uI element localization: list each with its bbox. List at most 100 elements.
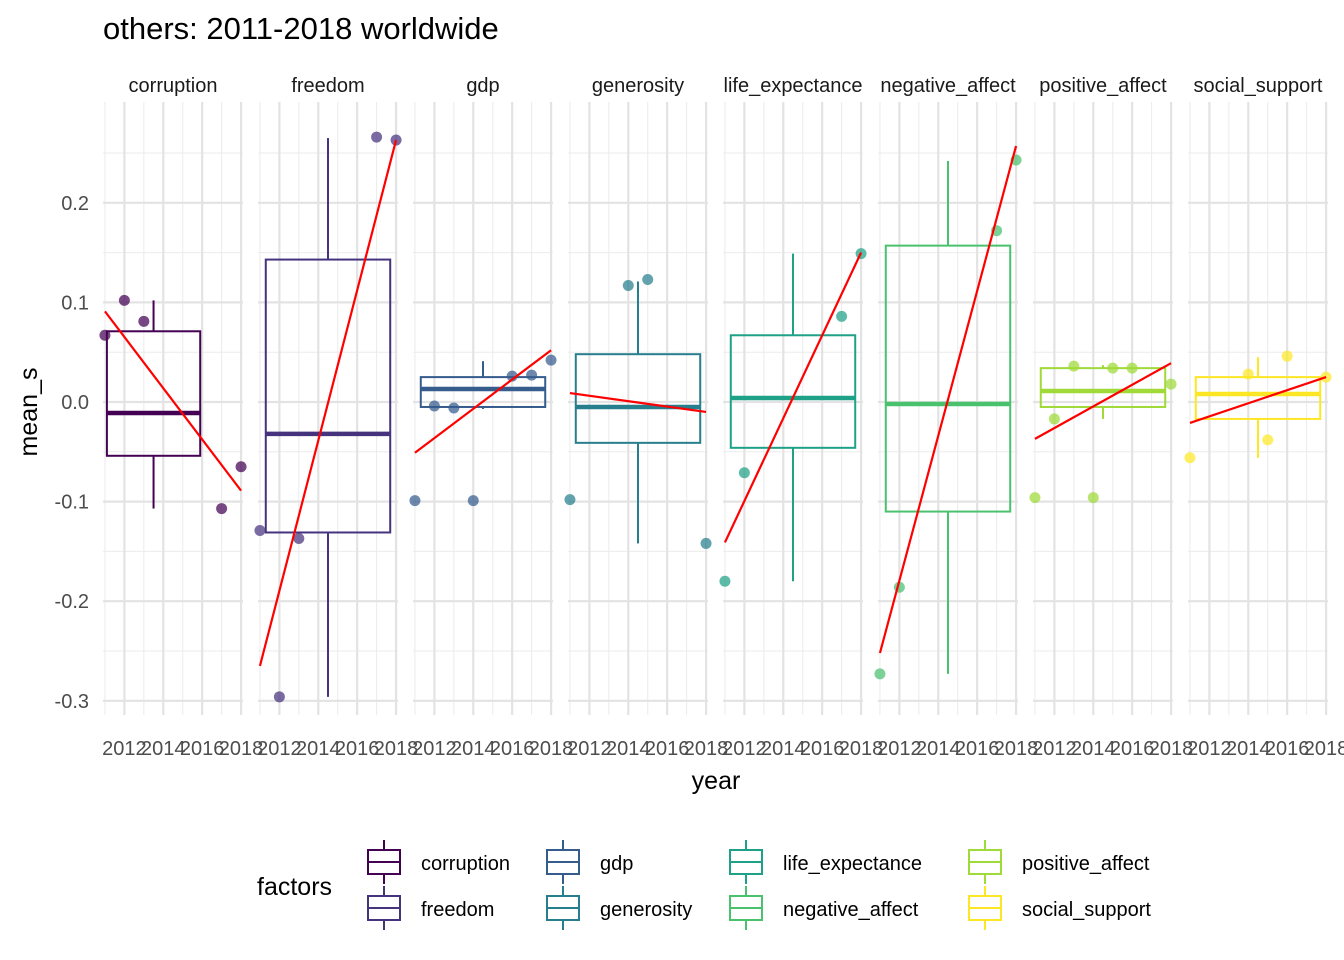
data-point (719, 575, 731, 587)
legend-item-corruption: corruption (367, 840, 510, 884)
data-point (1029, 492, 1041, 504)
strip-label: freedom (291, 75, 364, 97)
x-tick-label: 2016 (1265, 738, 1310, 760)
x-tick-label: 2018 (1304, 738, 1344, 760)
x-tick-label: 2014 (606, 738, 651, 760)
x-tick-label: 2012 (1187, 738, 1232, 760)
data-point (235, 461, 247, 473)
trend-line (104, 310, 242, 492)
data-point (622, 279, 634, 291)
box-body (574, 353, 702, 444)
x-tick-label: 2016 (645, 738, 690, 760)
data-point (409, 495, 421, 507)
data-point (216, 503, 228, 515)
x-axis-title: year (692, 767, 741, 795)
trend-line (258, 139, 398, 667)
legend-label: negative_affect (783, 899, 919, 921)
x-tick-label: 2014 (1226, 738, 1271, 760)
x-tick-label: 2014 (1071, 738, 1116, 760)
facet-panels: corruption2012201420162018freedom2012201… (99, 75, 1344, 760)
x-tick-label: 2012 (567, 738, 612, 760)
data-point (1184, 452, 1196, 464)
legend-item-negative_affect: negative_affect (729, 886, 919, 930)
data-point (1068, 360, 1080, 372)
data-point (1087, 492, 1099, 504)
data-point (874, 668, 886, 680)
strip-label: positive_affect (1039, 75, 1167, 97)
x-tick-label: 2016 (800, 738, 845, 760)
strip-label: social_support (1194, 75, 1323, 97)
trend-line (569, 391, 707, 414)
data-point (526, 369, 538, 381)
legend-item-life_expectance: life_expectance (729, 840, 922, 884)
x-tick-label: 2016 (180, 738, 225, 760)
x-tick-label: 2016 (490, 738, 535, 760)
x-tick-label: 2012 (412, 738, 457, 760)
box-body (264, 258, 392, 534)
data-point (273, 691, 285, 703)
box-body (884, 244, 1012, 513)
y-tick-label: 0.0 (61, 392, 89, 414)
data-point (371, 131, 383, 143)
legend: factors corruption freedom gdp generosity li… (257, 840, 1151, 930)
x-tick-label: 2014 (141, 738, 186, 760)
x-tick-label: 2018 (374, 738, 419, 760)
trend-line (878, 145, 1018, 654)
x-tick-label: 2012 (257, 738, 302, 760)
legend-label: social_support (1022, 899, 1151, 921)
data-point (738, 467, 750, 479)
legend-label: generosity (600, 899, 692, 921)
data-point (545, 354, 557, 366)
data-point (118, 294, 130, 306)
box-body (419, 376, 547, 408)
legend-label: positive_affect (1022, 853, 1150, 875)
legend-item-generosity: generosity (546, 886, 692, 930)
y-axis-title: mean_s (15, 368, 43, 457)
data-point (1242, 368, 1254, 380)
y-tick-label: 0.1 (61, 292, 89, 314)
data-point (1165, 378, 1177, 390)
y-tick-label: -0.2 (55, 591, 89, 613)
trend-line (1034, 362, 1172, 440)
data-point (1048, 413, 1060, 425)
strip-label: gdp (466, 75, 499, 97)
data-point (138, 315, 150, 327)
x-tick-label: 2018 (219, 738, 264, 760)
legend-label: gdp (600, 853, 633, 875)
data-point (1126, 362, 1138, 374)
legend-label: life_expectance (783, 853, 922, 875)
x-tick-label: 2016 (335, 738, 380, 760)
legend-item-positive_affect: positive_affect (968, 840, 1150, 884)
trend-line (1189, 376, 1327, 424)
x-tick-label: 2018 (1149, 738, 1194, 760)
legend-item-freedom: freedom (367, 886, 494, 930)
x-tick-label: 2016 (1110, 738, 1155, 760)
data-point (1262, 434, 1274, 446)
x-tick-label: 2018 (839, 738, 884, 760)
x-tick-label: 2012 (1032, 738, 1077, 760)
strip-label: corruption (129, 75, 218, 97)
data-point (428, 400, 440, 412)
x-tick-label: 2014 (916, 738, 961, 760)
legend-title: factors (257, 873, 332, 901)
x-tick-label: 2018 (684, 738, 729, 760)
strip-label: generosity (592, 75, 684, 97)
x-tick-label: 2012 (877, 738, 922, 760)
trend-line (723, 252, 863, 543)
x-tick-label: 2014 (451, 738, 496, 760)
data-point (448, 402, 460, 414)
box-body (1194, 376, 1322, 420)
x-tick-label: 2012 (102, 738, 147, 760)
data-point (564, 494, 576, 506)
x-tick-label: 2014 (761, 738, 806, 760)
legend-label: corruption (421, 853, 510, 875)
data-point (1107, 362, 1119, 374)
strip-label: negative_affect (880, 75, 1016, 97)
box-body (1039, 367, 1167, 408)
